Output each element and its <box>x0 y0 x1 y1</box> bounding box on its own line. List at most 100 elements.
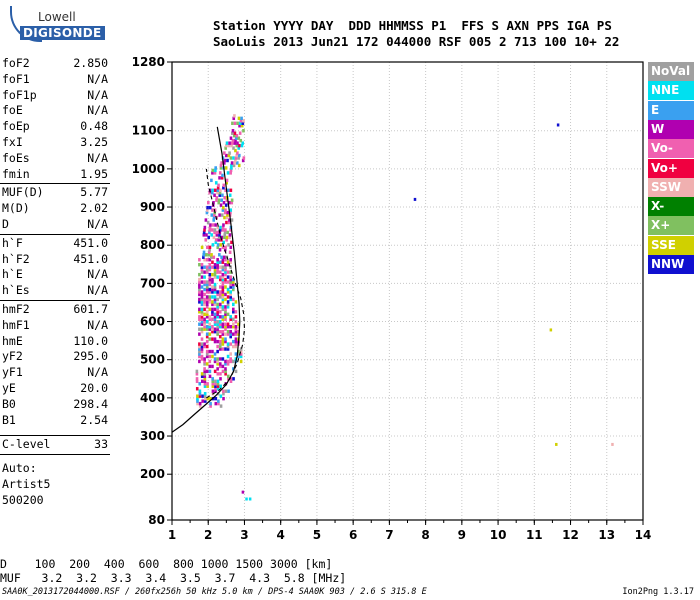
trace-point <box>220 161 223 165</box>
trace-point <box>221 277 225 282</box>
trace-point <box>224 188 227 192</box>
trace-point <box>239 352 243 356</box>
trace-point <box>229 292 232 297</box>
trace-point <box>205 210 209 215</box>
trace-point <box>224 267 227 272</box>
trace-point <box>203 258 206 262</box>
trace-point <box>235 133 239 138</box>
y-tick-label: 200 <box>140 467 165 481</box>
trace-point <box>221 364 225 369</box>
trace-point <box>213 171 217 175</box>
trace-point <box>211 382 215 386</box>
trace-point <box>224 325 227 329</box>
trace-point <box>221 205 225 210</box>
trace-point <box>214 389 217 393</box>
trace-point <box>200 267 204 272</box>
trace-point <box>226 302 230 307</box>
trace-point <box>213 337 217 341</box>
auto-line2: Artist5 <box>2 477 51 492</box>
echo-point <box>248 497 252 501</box>
trace-point <box>225 215 229 220</box>
trace-point <box>205 334 209 339</box>
trace-point <box>218 364 222 369</box>
trace-point <box>202 233 206 237</box>
trace-point <box>228 151 231 155</box>
trace-point <box>226 329 230 334</box>
trace-point <box>219 188 222 192</box>
trace-point <box>217 200 221 205</box>
trace-point <box>208 295 212 299</box>
trace-point <box>203 300 206 304</box>
trace-point <box>226 188 230 192</box>
trace-point <box>201 394 204 398</box>
trace-point <box>211 307 214 312</box>
trace-point <box>198 290 201 294</box>
trace-point <box>224 280 227 284</box>
trace-point <box>226 280 230 284</box>
trace-point <box>226 230 229 235</box>
trace-point <box>230 143 233 148</box>
trace-point <box>214 166 218 170</box>
trace-point <box>222 392 225 396</box>
trace-point <box>230 218 234 222</box>
trace-point <box>213 317 217 321</box>
trace-point <box>234 136 238 140</box>
trace-point <box>219 203 223 207</box>
trace-point <box>211 243 215 247</box>
trace-point <box>221 265 225 269</box>
trace-point <box>226 158 229 163</box>
trace-point <box>229 282 232 287</box>
x-tick-label: 14 <box>635 528 652 542</box>
trace-point <box>221 369 225 374</box>
trace-point <box>203 302 206 307</box>
trace-point <box>221 282 225 287</box>
trace-point <box>216 332 219 336</box>
trace-point <box>208 354 212 359</box>
trace-point <box>218 228 222 232</box>
trace-point <box>213 320 217 324</box>
trace-point <box>225 181 228 185</box>
trace-point <box>225 235 229 240</box>
trace-point <box>213 300 217 304</box>
trace-point <box>213 287 217 292</box>
legend-item-vo: Vo- <box>648 139 694 159</box>
param-value: 295.0 <box>73 349 108 364</box>
trace-point <box>217 198 221 202</box>
param-value: N/A <box>87 217 108 231</box>
trace-point <box>221 295 225 299</box>
trace-point <box>229 171 232 175</box>
trace-point <box>206 220 210 225</box>
trace-point <box>200 290 204 294</box>
trace-point <box>213 270 217 274</box>
trace-point <box>213 339 217 344</box>
trace-point <box>218 265 222 269</box>
divider <box>0 233 110 235</box>
legend-item-e: E <box>648 100 694 120</box>
trace-point <box>205 295 209 299</box>
trace-point <box>203 357 206 361</box>
param-row-clevel: C-level 33 <box>2 437 108 453</box>
trace-point <box>231 359 235 364</box>
trace-point <box>200 275 204 279</box>
trace-point <box>198 285 201 289</box>
trace-point <box>203 377 207 381</box>
trace-point <box>203 392 207 396</box>
trace-point <box>211 228 214 232</box>
trace-point <box>205 290 209 294</box>
trace-point <box>206 396 210 401</box>
trace-point <box>205 297 209 302</box>
trace-point <box>218 277 222 282</box>
trace-point <box>218 320 222 324</box>
trace-point <box>218 322 222 326</box>
trace-point <box>221 258 225 262</box>
trace-point <box>212 255 216 259</box>
trace-point <box>231 344 235 349</box>
param-value: N/A <box>87 71 108 86</box>
trace-point <box>220 235 224 240</box>
trace-point <box>214 387 217 391</box>
trace-point <box>211 325 214 329</box>
muf-table: D 100 200 400 600 800 1000 1500 3000 [km… <box>0 557 346 585</box>
trace-point <box>229 334 232 339</box>
trace-point <box>203 372 207 376</box>
trace-point <box>219 404 223 408</box>
